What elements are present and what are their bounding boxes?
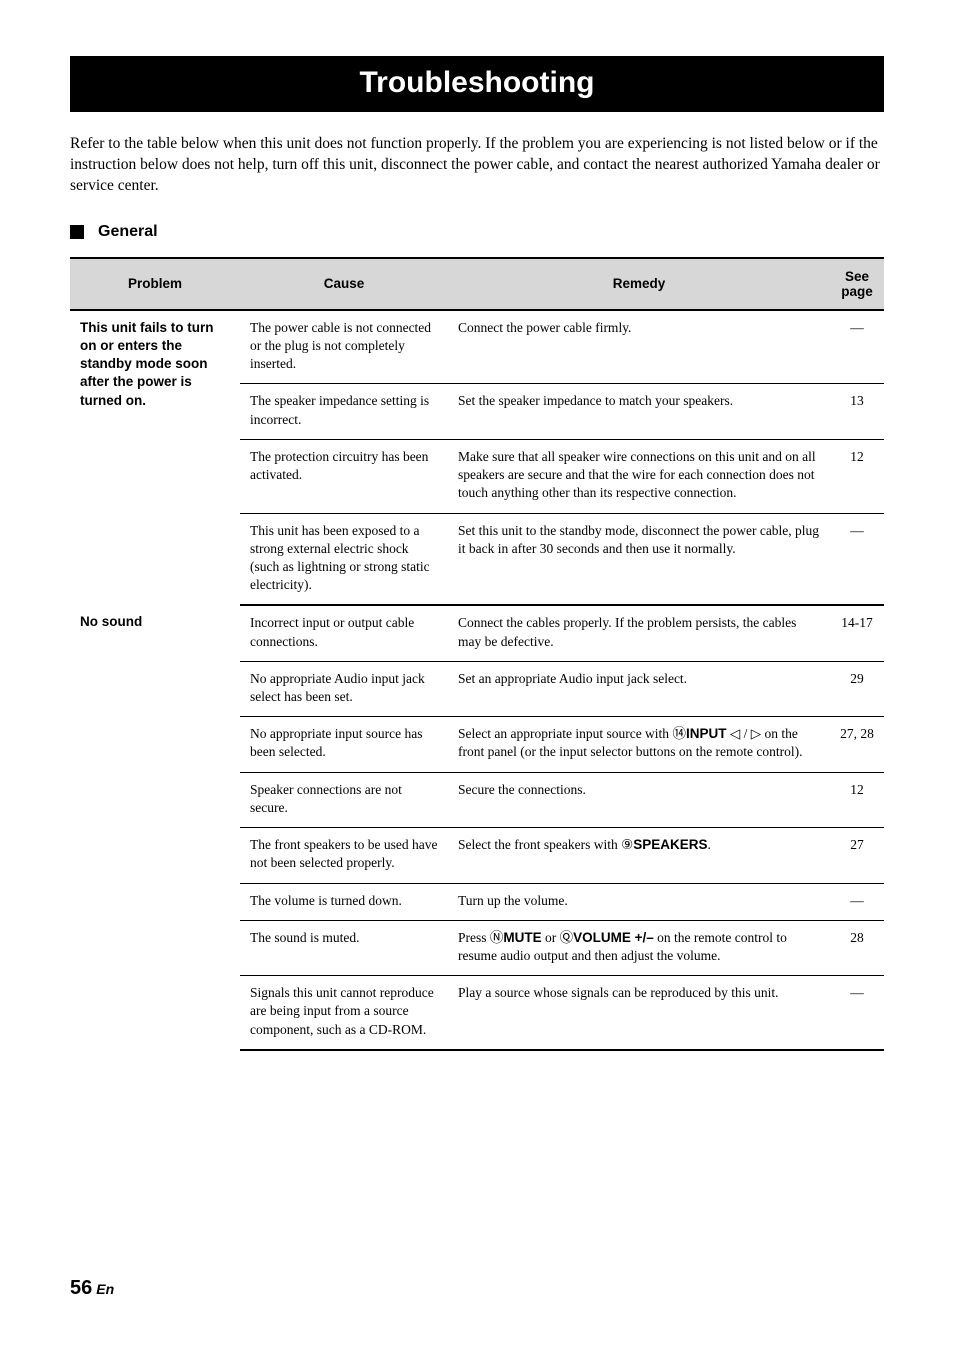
cell-remedy: Select an appropriate input source with … — [448, 717, 830, 772]
intro-paragraph: Refer to the table below when this unit … — [70, 134, 884, 197]
cell-page: 28 — [830, 920, 884, 975]
cell-problem: No sound — [70, 605, 240, 1050]
page-title: Troubleshooting — [360, 66, 595, 99]
section-label: General — [98, 223, 158, 241]
cell-cause: The sound is muted. — [240, 920, 448, 975]
cell-page: — — [830, 976, 884, 1050]
remedy-bold: MUTE — [503, 930, 541, 945]
cell-remedy: Make sure that all speaker wire connecti… — [448, 439, 830, 513]
cell-remedy: Press ⓃMUTE or ⓆVOLUME +/– on the remote… — [448, 920, 830, 975]
triangle-right-icon: ▷ — [751, 726, 761, 741]
troubleshooting-table: Problem Cause Remedy See page This unit … — [70, 257, 884, 1051]
cell-page: 27, 28 — [830, 717, 884, 772]
circled-number-icon: ⑭ — [672, 726, 686, 741]
remedy-text: Select an appropriate input source with — [458, 726, 672, 741]
cell-page: 29 — [830, 661, 884, 716]
circled-letter-icon: Ⓝ — [490, 930, 504, 945]
cell-page: 27 — [830, 828, 884, 883]
cell-page: — — [830, 513, 884, 605]
cell-cause: The protection circuitry has been activa… — [240, 439, 448, 513]
remedy-text: Press — [458, 930, 490, 945]
cell-remedy: Set this unit to the standby mode, disco… — [448, 513, 830, 605]
section-header: General — [70, 223, 884, 241]
remedy-text: . — [707, 837, 710, 852]
cell-remedy: Set an appropriate Audio input jack sele… — [448, 661, 830, 716]
cell-cause: No appropriate input source has been sel… — [240, 717, 448, 772]
cell-page: 14-17 — [830, 605, 884, 661]
triangle-left-icon: ◁ — [730, 726, 740, 741]
remedy-text: or — [542, 930, 560, 945]
th-remedy: Remedy — [448, 258, 830, 310]
table-header-row: Problem Cause Remedy See page — [70, 258, 884, 310]
cell-cause: No appropriate Audio input jack select h… — [240, 661, 448, 716]
cell-remedy: Connect the cables properly. If the prob… — [448, 605, 830, 661]
cell-page: — — [830, 883, 884, 920]
page: Troubleshooting Refer to the table below… — [0, 0, 954, 1348]
circled-letter-icon: Ⓠ — [560, 930, 574, 945]
page-number-lang: En — [96, 1281, 114, 1297]
cell-problem: This unit fails to turn on or enters the… — [70, 310, 240, 606]
th-seepage-text: See page — [841, 269, 873, 299]
th-seepage: See page — [830, 258, 884, 310]
cell-remedy: Secure the connections. — [448, 772, 830, 827]
table-row: This unit fails to turn on or enters the… — [70, 310, 884, 384]
cell-remedy: Set the speaker impedance to match your … — [448, 384, 830, 439]
circled-number-icon: ⑨ — [621, 837, 633, 852]
cell-cause: The front speakers to be used have not b… — [240, 828, 448, 883]
cell-cause: Speaker connections are not secure. — [240, 772, 448, 827]
remedy-bold: INPUT — [686, 726, 727, 741]
cell-remedy: Connect the power cable firmly. — [448, 310, 830, 384]
page-title-bar: Troubleshooting — [70, 56, 884, 112]
cell-remedy: Play a source whose signals can be repro… — [448, 976, 830, 1050]
th-problem: Problem — [70, 258, 240, 310]
cell-page: 13 — [830, 384, 884, 439]
table-row: No sound Incorrect input or output cable… — [70, 605, 884, 661]
cell-page: — — [830, 310, 884, 384]
square-bullet-icon — [70, 225, 84, 239]
page-number: 56En — [70, 1277, 114, 1300]
cell-cause: This unit has been exposed to a strong e… — [240, 513, 448, 605]
cell-remedy: Turn up the volume. — [448, 883, 830, 920]
cell-cause: The power cable is not connected or the … — [240, 310, 448, 384]
cell-cause: Incorrect input or output cable connecti… — [240, 605, 448, 661]
cell-page: 12 — [830, 772, 884, 827]
cell-remedy: Select the front speakers with ⑨SPEAKERS… — [448, 828, 830, 883]
remedy-bold: SPEAKERS — [633, 837, 707, 852]
cell-cause: Signals this unit cannot reproduce are b… — [240, 976, 448, 1050]
cell-page: 12 — [830, 439, 884, 513]
page-number-value: 56 — [70, 1277, 92, 1299]
remedy-text: Select the front speakers with — [458, 837, 621, 852]
remedy-bold: VOLUME +/– — [573, 930, 654, 945]
cell-cause: The speaker impedance setting is incorre… — [240, 384, 448, 439]
cell-cause: The volume is turned down. — [240, 883, 448, 920]
th-cause: Cause — [240, 258, 448, 310]
